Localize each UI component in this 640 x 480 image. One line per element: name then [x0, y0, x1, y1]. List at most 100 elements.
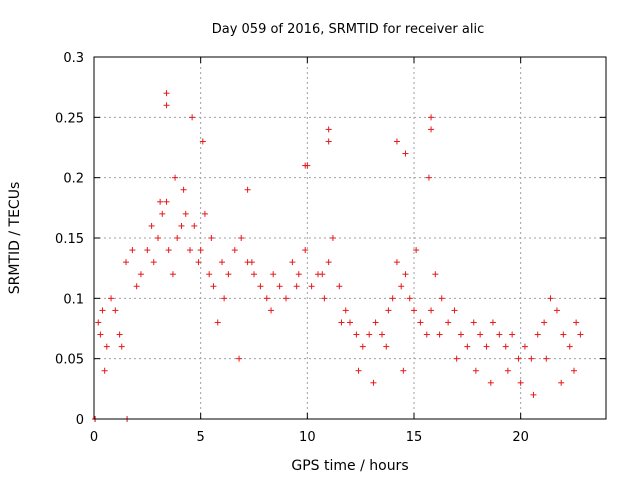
- y-tick-label: 0.25: [55, 111, 84, 126]
- data-point: [509, 331, 516, 338]
- grid-layer: [94, 57, 606, 419]
- data-point: [553, 307, 560, 314]
- data-point: [133, 283, 140, 290]
- data-point: [372, 319, 379, 326]
- data-point: [528, 355, 535, 362]
- data-point: [366, 331, 373, 338]
- data-point: [571, 367, 577, 374]
- data-point: [402, 150, 409, 157]
- data-point: [451, 307, 458, 314]
- data-point: [112, 307, 119, 314]
- data-point: [163, 198, 170, 205]
- y-tick-label: 0.2: [63, 172, 84, 187]
- data-point: [201, 210, 208, 217]
- data-point: [577, 331, 584, 338]
- data-point: [163, 90, 170, 97]
- data-point: [182, 210, 189, 217]
- data-point: [123, 259, 129, 266]
- data-point: [411, 307, 417, 314]
- data-point: [560, 331, 567, 338]
- data-point: [191, 222, 198, 229]
- data-point: [428, 307, 435, 314]
- y-tick-label: 0.1: [63, 292, 84, 307]
- data-point: [359, 343, 366, 350]
- x-tick-label: 20: [512, 430, 529, 445]
- data-point: [393, 259, 400, 266]
- data-point: [148, 222, 155, 229]
- data-point: [355, 367, 362, 374]
- data-point: [108, 295, 115, 302]
- data-point: [325, 138, 332, 145]
- data-point: [428, 126, 435, 133]
- data-point: [325, 126, 332, 133]
- data-point: [270, 271, 277, 278]
- tick-layer: 0 5 10 15 20 0 0.05 0.1 0.15 0.2 0.25 0.3: [55, 51, 606, 445]
- data-point: [137, 271, 144, 278]
- data-point: [172, 174, 179, 181]
- x-tick-label: 0: [90, 430, 98, 445]
- plot-frame: [93, 56, 607, 420]
- data-point: [163, 102, 170, 109]
- data-point: [302, 247, 309, 254]
- data-point: [189, 114, 196, 121]
- data-point: [385, 307, 392, 314]
- data-point: [389, 295, 396, 302]
- data-point: [195, 259, 202, 266]
- y-tick-label: 0.05: [55, 353, 84, 368]
- data-point: [521, 343, 528, 350]
- data-point: [504, 367, 511, 374]
- data-point: [398, 283, 405, 290]
- data-point: [425, 174, 432, 181]
- data-point: [464, 343, 471, 350]
- data-point: [159, 210, 166, 217]
- data-point: [483, 343, 490, 350]
- data-point: [338, 319, 345, 326]
- data-point: [118, 343, 125, 350]
- data-point: [515, 355, 522, 362]
- data-point: [530, 391, 537, 398]
- data-point: [319, 271, 326, 278]
- data-point: [308, 283, 315, 290]
- data-point: [268, 307, 275, 314]
- data-point: [325, 259, 332, 266]
- data-point: [208, 235, 215, 241]
- data-point: [210, 283, 217, 290]
- data-point: [383, 343, 390, 350]
- data-point: [155, 235, 161, 241]
- x-tick-label: 15: [406, 430, 423, 445]
- data-point: [547, 295, 554, 302]
- y-axis-label: SRMTID / TECUs: [7, 182, 23, 295]
- data-point: [517, 379, 524, 386]
- y-tick-label: 0: [76, 413, 84, 428]
- data-point: [445, 319, 452, 326]
- data-point: [206, 271, 213, 278]
- data-point: [174, 235, 181, 241]
- x-tick-label: 10: [299, 430, 316, 445]
- data-point: [283, 295, 289, 302]
- data-point: [406, 295, 413, 302]
- data-point: [541, 319, 548, 326]
- y-tick-label: 0.3: [63, 51, 84, 66]
- data-point: [438, 295, 445, 302]
- data-point: [402, 271, 409, 278]
- y-tick-label: 0.15: [55, 232, 84, 247]
- data-point: [329, 235, 336, 241]
- data-point: [472, 367, 479, 374]
- data-point: [487, 379, 494, 386]
- data-point: [276, 283, 283, 290]
- data-point: [293, 283, 300, 290]
- data-point: [423, 331, 430, 338]
- data-point: [496, 331, 503, 338]
- data-point: [400, 367, 407, 374]
- data-point: [457, 331, 464, 338]
- data-point: [248, 259, 255, 266]
- data-point: [187, 247, 193, 254]
- data-point: [214, 319, 221, 326]
- data-point: [95, 319, 102, 326]
- data-point: [436, 331, 443, 338]
- data-point: [178, 222, 185, 229]
- data-point: [417, 319, 424, 326]
- data-point: [342, 307, 349, 314]
- data-point: [225, 271, 232, 278]
